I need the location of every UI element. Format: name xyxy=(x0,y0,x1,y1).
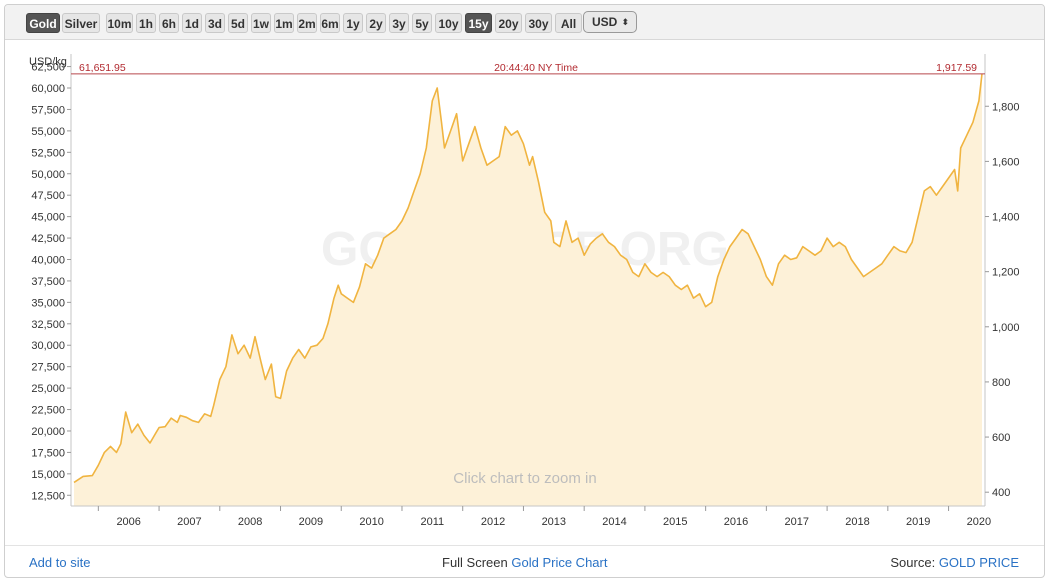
range-button-20y[interactable]: 20y xyxy=(495,13,522,33)
x-tick-label: 2013 xyxy=(542,516,566,528)
left-tick-label: 47,500 xyxy=(31,190,65,202)
currency-value: USD xyxy=(592,15,618,29)
x-tick-label: 2015 xyxy=(663,516,687,528)
currency-select[interactable]: USD ⬍ xyxy=(583,11,637,33)
left-tick-label: 55,000 xyxy=(31,126,65,138)
metal-button-silver[interactable]: Silver xyxy=(62,13,100,33)
x-tick-label: 2010 xyxy=(359,516,383,528)
range-button-1y[interactable]: 1y xyxy=(343,13,363,33)
range-button-10m[interactable]: 10m xyxy=(106,13,133,33)
left-tick-label: 12,500 xyxy=(31,490,65,502)
footer-divider xyxy=(5,545,1044,546)
x-tick-label: 2014 xyxy=(602,516,626,528)
left-tick-label: 40,000 xyxy=(31,254,65,266)
left-tick-label: 60,000 xyxy=(31,83,65,95)
right-tick-label: 1,600 xyxy=(992,156,1020,168)
right-tick-label: 1,800 xyxy=(992,101,1020,113)
right-tick-label: 1,200 xyxy=(992,267,1020,279)
range-button-15y[interactable]: 15y xyxy=(465,13,492,33)
range-button-5y[interactable]: 5y xyxy=(412,13,432,33)
range-button-5d[interactable]: 5d xyxy=(228,13,248,33)
x-tick-label: 2011 xyxy=(421,516,445,528)
x-tick-label: 2017 xyxy=(784,516,808,528)
footer-center: Full Screen Gold Price Chart xyxy=(442,555,607,570)
range-button-1d[interactable]: 1d xyxy=(182,13,202,33)
range-button-3y[interactable]: 3y xyxy=(389,13,409,33)
chart-toolbar: Gold Silver 10m 1h 6h 1d 3d 5d 1w 1m 2m 6m 1y 2y 3y 5y… xyxy=(5,5,1044,40)
left-tick-label: 25,000 xyxy=(31,383,65,395)
zoom-hint: Click chart to zoom in xyxy=(453,470,596,487)
add-to-site-link[interactable]: Add to site xyxy=(29,555,91,570)
left-tick-label: 50,000 xyxy=(31,169,65,181)
metal-button-gold[interactable]: Gold xyxy=(26,13,60,33)
left-tick-label: 42,500 xyxy=(31,233,65,245)
left-tick-label: 35,000 xyxy=(31,297,65,309)
footer-left: Add to site xyxy=(29,555,90,570)
left-tick-label: 27,500 xyxy=(31,362,65,374)
left-tick-label: 62,500 xyxy=(31,62,65,74)
updown-caret-icon: ⬍ xyxy=(621,17,629,27)
range-button-3d[interactable]: 3d xyxy=(205,13,225,33)
range-button-30y[interactable]: 30y xyxy=(525,13,552,33)
left-tick-label: 45,000 xyxy=(31,212,65,224)
chart-widget: Gold Silver 10m 1h 6h 1d 3d 5d 1w 1m 2m 6m 1y 2y 3y 5y… xyxy=(4,4,1045,578)
range-button-1m[interactable]: 1m xyxy=(274,13,294,33)
x-tick-label: 2009 xyxy=(299,516,323,528)
range-button-1w[interactable]: 1w xyxy=(251,13,271,33)
x-tick-label: 2008 xyxy=(238,516,262,528)
footer-right: Source: GOLD PRICE xyxy=(890,555,1019,570)
left-tick-label: 32,500 xyxy=(31,319,65,331)
range-button-2y[interactable]: 2y xyxy=(366,13,386,33)
source-label: Source: xyxy=(890,555,939,570)
x-tick-label: 2012 xyxy=(481,516,505,528)
range-button-1h[interactable]: 1h xyxy=(136,13,156,33)
range-button-10y[interactable]: 10y xyxy=(435,13,462,33)
left-tick-label: 52,500 xyxy=(31,147,65,159)
range-button-6m[interactable]: 6m xyxy=(320,13,340,33)
right-tick-label: 800 xyxy=(992,377,1010,389)
x-tick-label: 2020 xyxy=(967,516,991,528)
price-area-fill xyxy=(74,73,982,507)
range-button-6h[interactable]: 6h xyxy=(159,13,179,33)
source-link[interactable]: GOLD PRICE xyxy=(938,555,1019,570)
y-axis-unit-label: USD/kg xyxy=(29,56,67,68)
left-tick-label: 15,000 xyxy=(31,469,65,481)
crosshair-right-value: 1,917.59 xyxy=(936,62,977,74)
x-tick-label: 2007 xyxy=(177,516,201,528)
right-tick-label: 1,400 xyxy=(992,212,1020,224)
left-tick-label: 17,500 xyxy=(31,447,65,459)
left-tick-label: 57,500 xyxy=(31,104,65,116)
left-tick-label: 37,500 xyxy=(31,276,65,288)
price-line xyxy=(73,73,983,484)
gold-price-chart-link[interactable]: Gold Price Chart xyxy=(511,555,608,570)
full-screen-label: Full Screen xyxy=(442,555,512,570)
x-tick-label: 2018 xyxy=(845,516,869,528)
range-button-2m[interactable]: 2m xyxy=(297,13,317,33)
left-tick-label: 20,000 xyxy=(31,426,65,438)
x-tick-label: 2016 xyxy=(724,516,748,528)
right-tick-label: 1,000 xyxy=(992,322,1020,334)
right-tick-label: 400 xyxy=(992,487,1010,499)
x-tick-label: 2006 xyxy=(116,516,140,528)
left-tick-label: 30,000 xyxy=(31,340,65,352)
right-tick-label: 600 xyxy=(992,432,1010,444)
crosshair-left-value: 61,651.95 xyxy=(79,62,126,74)
left-tick-label: 22,500 xyxy=(31,405,65,417)
range-button-all[interactable]: All xyxy=(555,13,582,33)
crosshair-time-label: 20:44:40 NY Time xyxy=(494,62,578,74)
x-tick-label: 2019 xyxy=(906,516,930,528)
